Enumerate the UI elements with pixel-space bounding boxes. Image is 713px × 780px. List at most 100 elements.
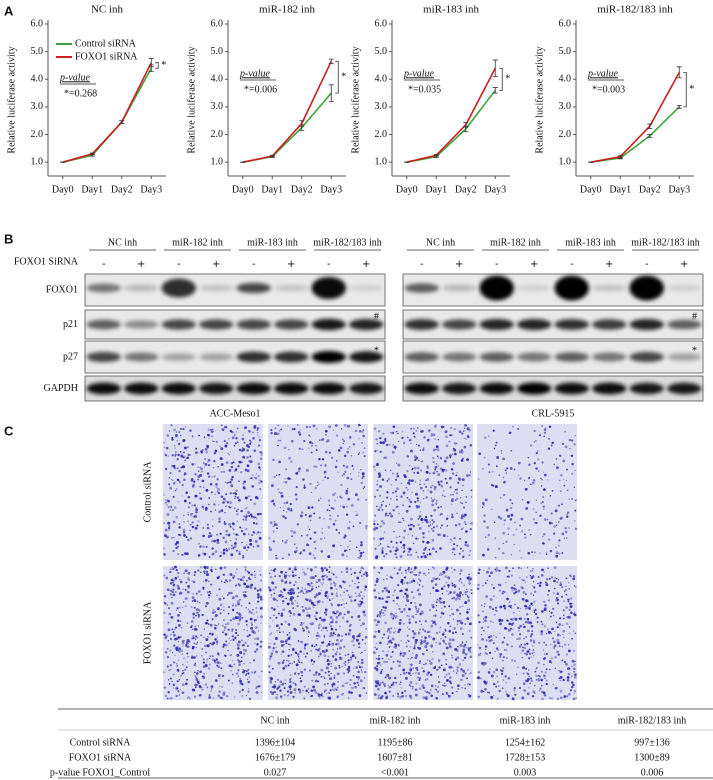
cell [220,602,223,606]
cell [543,435,545,438]
cell [421,628,425,631]
cell [200,467,203,471]
cell [329,660,331,663]
cell [210,510,212,513]
cell [197,520,200,523]
cell [361,651,363,654]
cell [400,610,404,614]
cell [553,525,556,528]
cell [524,652,526,655]
x-tick-label: Day3 [484,184,506,195]
cell [256,616,259,618]
cell [508,601,511,603]
cell [206,523,209,526]
cell [444,430,448,434]
cell [179,578,181,581]
table-cell: 0.006 [641,767,664,778]
cell [517,474,520,476]
cell [204,664,208,668]
cell [181,669,184,672]
cell [236,427,239,430]
cell [429,486,433,489]
cell [313,688,316,692]
cell [494,614,496,616]
table-cell: 1676±179 [255,752,296,763]
cell [440,573,443,576]
cell [163,446,166,449]
cell [292,607,295,610]
cell [375,648,378,651]
cell [394,630,396,632]
cell [477,671,481,674]
cell [402,654,405,658]
cell [379,671,383,675]
cell [551,490,554,492]
cell [567,672,571,676]
cell [392,617,395,619]
cell [435,578,438,581]
cell [407,568,410,571]
cell [324,593,326,595]
cell [416,589,420,592]
cell [315,673,318,677]
cell [347,448,349,450]
cell [259,573,262,576]
cell [217,539,220,542]
cell [290,509,293,512]
cell [526,629,530,633]
cell [555,554,559,558]
cell [429,521,431,523]
cell [173,428,176,432]
x-tick-label: Day1 [81,184,103,195]
cell [237,464,240,468]
cell [224,540,228,544]
cell [456,666,459,669]
cell [573,667,576,671]
cell [230,629,234,633]
cell [548,610,551,612]
cell [553,587,556,590]
cell [496,697,499,700]
cell [238,480,240,483]
cell [558,623,562,626]
cell [247,668,250,671]
cell [453,536,456,540]
cell [233,545,237,548]
cell [518,645,522,648]
cell [406,496,409,499]
cell [574,499,577,502]
cell [482,610,484,613]
cell [383,633,386,636]
cell [268,665,271,668]
cell [515,618,518,621]
cell [542,657,546,661]
cell [571,462,574,466]
cell [524,487,528,491]
cell [176,668,180,672]
cell [202,675,204,677]
cell [406,598,409,602]
cell [277,687,279,689]
cell [517,666,519,668]
cell [177,690,180,693]
cell [253,613,255,615]
cell [259,537,261,539]
cell [396,660,399,663]
cell [240,656,243,659]
cell [488,575,491,578]
cell [219,662,222,665]
cell [211,547,214,550]
cell [494,609,497,611]
cell [178,523,181,525]
cell [458,593,461,596]
cell [416,466,420,470]
cell [435,605,438,607]
cell [381,695,384,698]
sirna-sign: + [362,259,370,270]
cell [447,593,450,595]
cell [510,506,513,510]
cell [388,686,391,689]
x-tick-label: Day3 [320,184,342,195]
cell [219,532,222,535]
cell [308,515,311,518]
